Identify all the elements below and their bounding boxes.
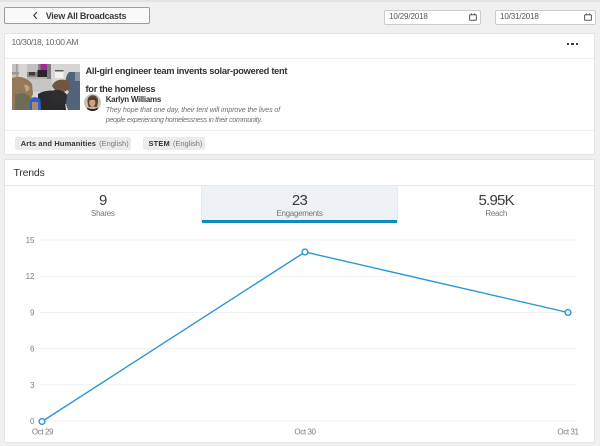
svg-text:12: 12 xyxy=(26,272,35,281)
svg-text:6: 6 xyxy=(30,345,35,354)
svg-text:Oct 31: Oct 31 xyxy=(557,428,579,437)
svg-text:15: 15 xyxy=(26,236,35,245)
svg-text:0: 0 xyxy=(30,417,35,426)
svg-text:Oct 29: Oct 29 xyxy=(32,428,54,437)
svg-text:9: 9 xyxy=(30,308,35,317)
svg-text:3: 3 xyxy=(30,381,35,390)
svg-text:Oct 30: Oct 30 xyxy=(294,428,316,437)
